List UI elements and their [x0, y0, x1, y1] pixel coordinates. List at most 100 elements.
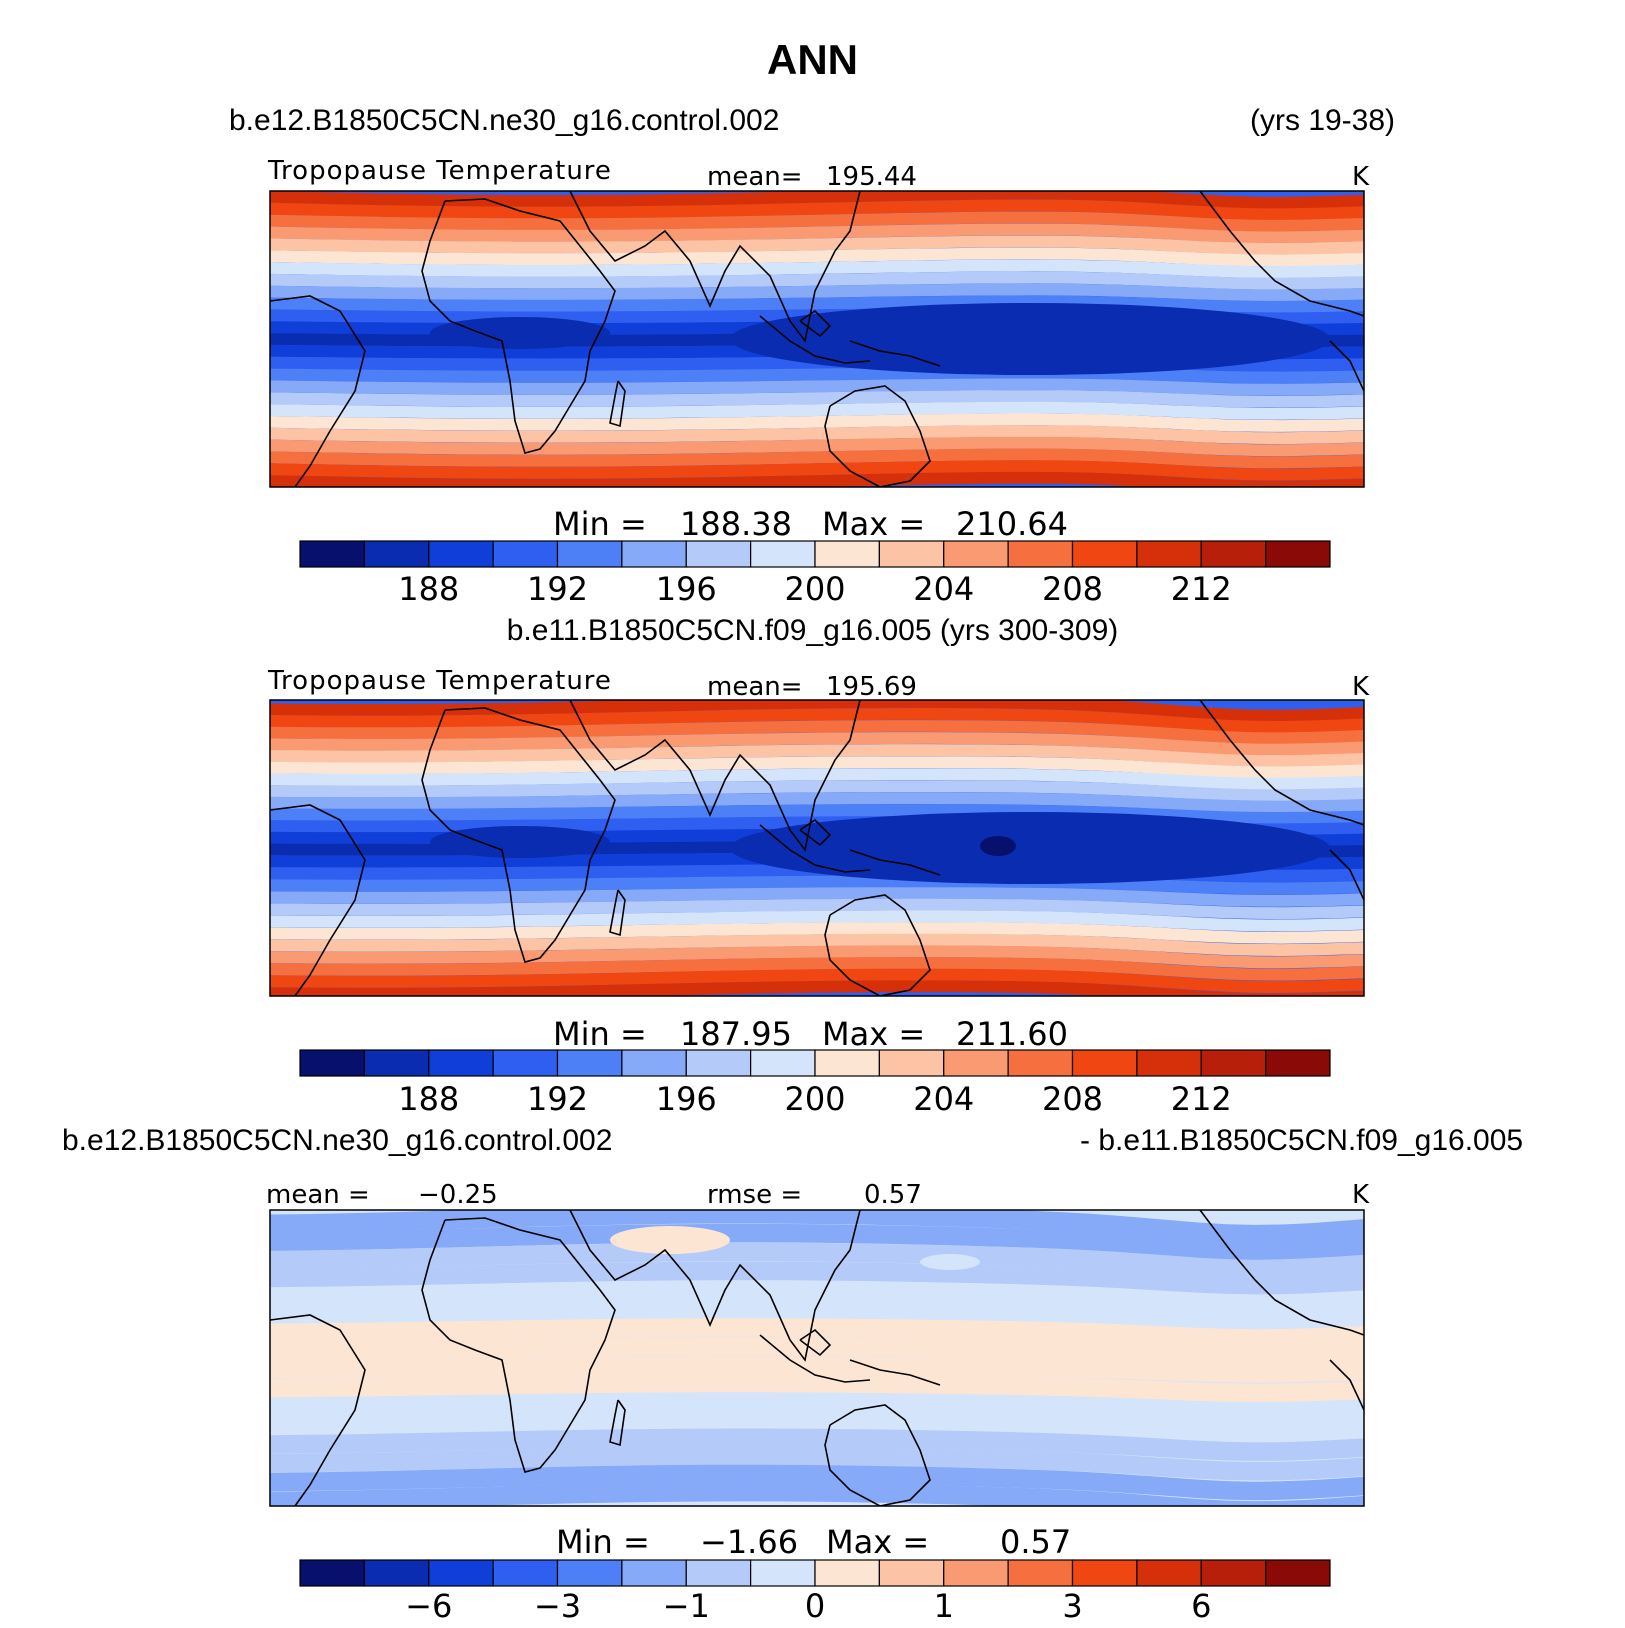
map-frame: [269, 190, 1365, 488]
contour-patch: [610, 1226, 730, 1254]
contour-minimum: [730, 303, 1330, 375]
colorbar-tick-label: 200: [784, 570, 845, 608]
coastline-asia: [569, 700, 861, 852]
colorbar-swatch: [299, 1049, 365, 1077]
panel3-min-label: Min =: [556, 1523, 650, 1561]
panel2-mean-value: 195.69: [826, 672, 917, 702]
coastline-central-america: [1199, 700, 1364, 826]
colorbar-swatch: [363, 1049, 430, 1077]
contour-band: [270, 780, 1364, 802]
coastline-new-guinea: [849, 1359, 941, 1386]
contour-band: [270, 744, 1364, 767]
colorbar-swatch: [363, 540, 430, 568]
map-frame: [269, 1209, 1365, 1507]
panel2-min-value: 187.95: [680, 1015, 792, 1053]
contour-band: [270, 247, 1364, 267]
map-panel-1: [269, 190, 1365, 488]
contour-band: [270, 259, 1364, 278]
colorbar-tick-label: 204: [913, 1080, 974, 1118]
colorbar-swatch: [556, 1049, 623, 1077]
colorbar-swatch: [1071, 1559, 1138, 1587]
coastline-borneo: [799, 818, 832, 847]
colorbar-swatch: [814, 1559, 880, 1587]
coastline-madagascar: [609, 889, 626, 937]
colorbar-swatch: [621, 1049, 687, 1077]
panel2-mean-label: mean=: [707, 672, 803, 702]
map-frame: [269, 699, 1365, 997]
contour-band: [270, 1242, 1364, 1279]
colorbar-3: −6 −3 −1 0 1 3 6: [299, 1559, 1331, 1625]
contour-band: [270, 191, 1364, 209]
colorbar-swatch: [428, 1559, 494, 1587]
colorbar-tick-label: 192: [527, 570, 588, 608]
colorbar-swatch: [428, 540, 494, 568]
contour-minimum: [980, 836, 1016, 856]
coastline-indonesia: [759, 315, 871, 364]
contour-band: [270, 1210, 1364, 1244]
colorbar-tick-label: 196: [656, 1080, 717, 1118]
panel1-plot-title: Tropopause Temperature: [268, 156, 612, 186]
colorbar-tick-label: 3: [1062, 1587, 1082, 1625]
contour-band: [270, 378, 1364, 396]
contour-band: [270, 1374, 1364, 1403]
colorbar-tick-label: 1: [934, 1587, 954, 1625]
panel2-case-name: b.e11.B1850C5CN.f09_g16.005 (yrs 300-309…: [506, 614, 1119, 647]
contour-band: [270, 223, 1364, 244]
colorbar-swatch: [428, 1049, 494, 1077]
colorbar-tick-label: 212: [1171, 1080, 1232, 1118]
colorbar-swatch: [1071, 540, 1138, 568]
colorbar-swatch: [1007, 1559, 1074, 1587]
colorbar-swatch: [685, 540, 752, 568]
panel3-case-name: b.e12.B1850C5CN.ne30_g16.control.002: [62, 1124, 613, 1157]
colorbar-swatch: [299, 1559, 365, 1587]
contour-band: [270, 235, 1364, 255]
coastline-australia: [824, 1404, 931, 1506]
map-panel-3: [269, 1209, 1365, 1507]
contour-band: [270, 471, 1364, 487]
coastline-africa: [421, 1217, 616, 1473]
coastline-asia: [569, 191, 861, 343]
panel1-min-label: Min =: [553, 505, 647, 543]
colorbar-swatch: [814, 540, 880, 568]
contour-band: [270, 1482, 1364, 1506]
colorbar-swatch: [492, 1049, 559, 1077]
colorbar-swatch: [1071, 1049, 1138, 1077]
colorbar-swatch: [878, 540, 945, 568]
contour-minimum: [430, 317, 610, 349]
colorbar-tick-label: 212: [1171, 570, 1232, 608]
contour-band: [270, 436, 1364, 457]
colorbar-swatch: [1136, 540, 1202, 568]
contour-band: [270, 199, 1364, 221]
panel2-plot-title: Tropopause Temperature: [268, 666, 612, 696]
panel3-min-value: −1.66: [700, 1523, 799, 1561]
colorbar-swatch: [1200, 1049, 1267, 1077]
colorbar-swatch: [750, 540, 816, 568]
colorbar-swatch: [1200, 540, 1267, 568]
panel3-max-label: Max =: [826, 1523, 930, 1561]
coastline-australia: [824, 385, 931, 487]
contour-band: [270, 910, 1364, 932]
coastline-africa: [421, 707, 616, 963]
panel3-mean-value: −0.25: [418, 1180, 498, 1210]
colorbar-swatch: [750, 1049, 816, 1077]
panel1-mean-label: mean=: [707, 162, 803, 192]
colorbar-swatch: [1136, 1049, 1202, 1077]
coastline-africa: [421, 198, 616, 454]
contour-band: [270, 1410, 1364, 1442]
coastline-madagascar: [609, 1399, 626, 1447]
panel1-case-name: b.e12.B1850C5CN.ne30_g16.control.002: [229, 104, 780, 137]
contour-band: [270, 211, 1364, 232]
coastline-borneo: [799, 1328, 832, 1357]
coastline-south-america-west: [270, 295, 366, 487]
contour-patch: [920, 1254, 980, 1270]
colorbar-swatch: [492, 540, 559, 568]
contour-band: [270, 1464, 1364, 1501]
colorbar-swatch: [1265, 1049, 1331, 1077]
contour-band: [270, 1392, 1364, 1422]
panel3-max-value: 0.57: [1000, 1523, 1072, 1561]
contour-band: [270, 922, 1364, 944]
colorbar-swatch: [878, 1559, 945, 1587]
contour-band: [270, 700, 1364, 722]
contour-band: [270, 933, 1364, 956]
